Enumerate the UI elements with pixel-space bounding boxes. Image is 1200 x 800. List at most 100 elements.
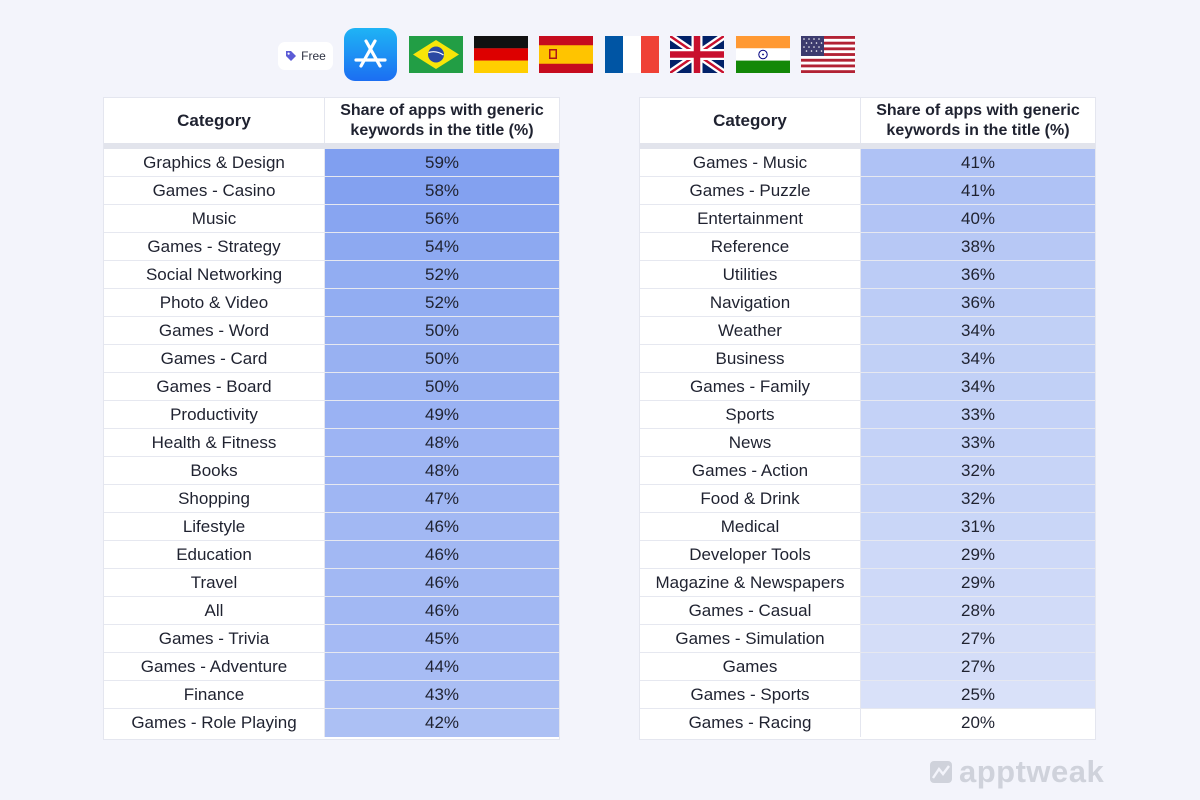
right-table: Category Share of apps with generic keyw… <box>639 97 1096 740</box>
tag-icon <box>286 51 297 61</box>
table-row: News 33% <box>640 429 1095 457</box>
spain-flag-icon <box>539 36 593 73</box>
share-cell: 44% <box>325 653 559 680</box>
share-cell: 25% <box>861 681 1095 708</box>
share-cell: 34% <box>861 317 1095 344</box>
category-cell: Sports <box>640 401 861 428</box>
category-cell: Games <box>640 653 861 680</box>
table-row: Games - Strategy 54% <box>104 233 559 261</box>
united-kingdom-flag-icon <box>670 36 724 73</box>
category-cell: Games - Sports <box>640 681 861 708</box>
category-cell: Finance <box>104 681 325 708</box>
category-cell: Lifestyle <box>104 513 325 540</box>
share-cell: 52% <box>325 261 559 288</box>
category-cell: Games - Word <box>104 317 325 344</box>
share-cell: 46% <box>325 541 559 568</box>
category-cell: Developer Tools <box>640 541 861 568</box>
india-flag-icon <box>736 36 790 73</box>
category-cell: Music <box>104 205 325 232</box>
category-cell: Graphics & Design <box>104 149 325 176</box>
table-row: Graphics & Design 59% <box>104 149 559 177</box>
france-flag-icon <box>605 36 659 73</box>
share-cell: 33% <box>861 401 1095 428</box>
share-cell: 38% <box>861 233 1095 260</box>
share-cell: 46% <box>325 569 559 596</box>
table-row: Games - Family 34% <box>640 373 1095 401</box>
table-row: Games - Simulation 27% <box>640 625 1095 653</box>
share-cell: 34% <box>861 345 1095 372</box>
category-cell: Games - Action <box>640 457 861 484</box>
share-cell: 43% <box>325 681 559 708</box>
table-row: All 46% <box>104 597 559 625</box>
table-row: Business 34% <box>640 345 1095 373</box>
share-cell: 46% <box>325 597 559 624</box>
category-cell: Shopping <box>104 485 325 512</box>
category-cell: Games - Casino <box>104 177 325 204</box>
table-row: Travel 46% <box>104 569 559 597</box>
united-states-flag-icon <box>801 36 855 73</box>
germany-flag-icon <box>474 36 528 73</box>
share-cell: 32% <box>861 457 1095 484</box>
table-row: Education 46% <box>104 541 559 569</box>
table-row: Books 48% <box>104 457 559 485</box>
category-cell: Travel <box>104 569 325 596</box>
category-cell: Social Networking <box>104 261 325 288</box>
category-cell: Photo & Video <box>104 289 325 316</box>
category-cell: Food & Drink <box>640 485 861 512</box>
share-cell: 47% <box>325 485 559 512</box>
share-cell: 41% <box>861 177 1095 204</box>
table-row: Games - Trivia 45% <box>104 625 559 653</box>
share-cell: 59% <box>325 149 559 176</box>
share-cell: 33% <box>861 429 1095 456</box>
table-row: Productivity 49% <box>104 401 559 429</box>
share-cell: 27% <box>861 625 1095 652</box>
table-row: Food & Drink 32% <box>640 485 1095 513</box>
share-cell: 36% <box>861 289 1095 316</box>
category-cell: Magazine & Newspapers <box>640 569 861 596</box>
table-row: Finance 43% <box>104 681 559 709</box>
category-cell: Utilities <box>640 261 861 288</box>
share-cell: 54% <box>325 233 559 260</box>
apptweak-watermark: apptweak <box>929 754 1104 790</box>
category-cell: Games - Strategy <box>104 233 325 260</box>
share-cell: 29% <box>861 569 1095 596</box>
table-row: Medical 31% <box>640 513 1095 541</box>
category-cell: Business <box>640 345 861 372</box>
share-cell: 52% <box>325 289 559 316</box>
free-badge: Free <box>278 42 333 70</box>
table-row: Games - Casual 28% <box>640 597 1095 625</box>
share-cell: 32% <box>861 485 1095 512</box>
category-cell: Games - Racing <box>640 709 861 737</box>
share-cell: 27% <box>861 653 1095 680</box>
table-row: Games - Racing 20% <box>640 709 1095 737</box>
table-row: Lifestyle 46% <box>104 513 559 541</box>
right-table-header: Category Share of apps with generic keyw… <box>640 98 1095 149</box>
table-row: Games 27% <box>640 653 1095 681</box>
table-row: Games - Card 50% <box>104 345 559 373</box>
category-cell: Navigation <box>640 289 861 316</box>
table-row: Games - Adventure 44% <box>104 653 559 681</box>
share-cell: 50% <box>325 373 559 400</box>
header-category: Category <box>640 98 861 143</box>
watermark-text: apptweak <box>959 754 1105 789</box>
table-row: Games - Action 32% <box>640 457 1095 485</box>
share-cell: 46% <box>325 513 559 540</box>
table-row: Photo & Video 52% <box>104 289 559 317</box>
share-cell: 41% <box>861 149 1095 176</box>
category-cell: All <box>104 597 325 624</box>
category-cell: Games - Board <box>104 373 325 400</box>
left-table-body: Graphics & Design 59% Games - Casino 58% Mus… <box>104 149 559 737</box>
category-cell: Productivity <box>104 401 325 428</box>
brazil-flag-icon <box>409 36 463 73</box>
table-row: Games - Casino 58% <box>104 177 559 205</box>
category-cell: Books <box>104 457 325 484</box>
table-row: Utilities 36% <box>640 261 1095 289</box>
apptweak-logo-icon <box>930 761 952 783</box>
share-cell: 50% <box>325 317 559 344</box>
header-share: Share of apps with generic keywords in t… <box>340 101 544 139</box>
category-cell: Games - Role Playing <box>104 709 325 737</box>
category-cell: Health & Fitness <box>104 429 325 456</box>
table-row: Entertainment 40% <box>640 205 1095 233</box>
table-row: Health & Fitness 48% <box>104 429 559 457</box>
share-cell: 34% <box>861 373 1095 400</box>
